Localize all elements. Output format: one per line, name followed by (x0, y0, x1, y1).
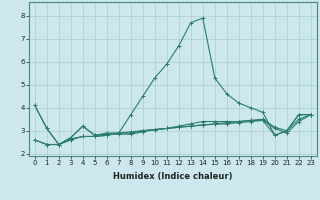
X-axis label: Humidex (Indice chaleur): Humidex (Indice chaleur) (113, 172, 233, 181)
